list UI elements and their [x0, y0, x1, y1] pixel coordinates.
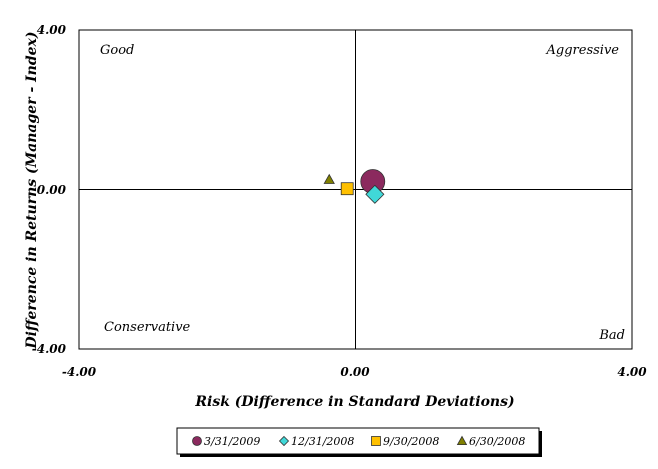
legend-label-3: 9/30/2008: [383, 435, 439, 448]
x-axis-title: Risk (Difference in Standard Deviations): [194, 394, 514, 410]
quadrant-label-bad: Bad: [598, 328, 625, 343]
y-tick-label-zero: 0.00: [37, 183, 67, 197]
legend-marker-1: [192, 436, 202, 446]
legend-shadow-right: [539, 431, 542, 457]
quadrant-label-aggressive: Aggressive: [546, 43, 620, 58]
x-tick-label-left: -4.00: [62, 365, 97, 379]
quadrant-label-conservative: Conservative: [104, 320, 191, 335]
legend-shadow-bottom: [180, 454, 542, 457]
legend-label-4: 6/30/2008: [469, 435, 525, 448]
legend-marker-4: [456, 435, 468, 446]
data-markers: [323, 169, 386, 204]
legend-label-1: 3/31/2009: [204, 435, 260, 448]
legend-marker-3: [371, 436, 381, 446]
y-axis-title: Difference in Returns (Manager - Index): [24, 31, 40, 349]
legend-label-2: 12/31/2008: [291, 435, 354, 448]
y-tick-label-top: 4.00: [37, 23, 67, 37]
data-point-3: [340, 182, 354, 196]
x-tick-label-right: 4.00: [617, 365, 647, 379]
data-point-2: [365, 184, 385, 204]
legend-marker-2: [278, 435, 290, 447]
y-tick-label-bottom: -4.00: [32, 342, 67, 356]
quadrant-label-good: Good: [100, 43, 134, 58]
data-point-4: [323, 173, 335, 184]
legend: 3/31/2009 12/31/2008 9/30/2008 6/30/2008: [176, 427, 542, 457]
x-tick-label-zero: 0.00: [340, 365, 370, 379]
